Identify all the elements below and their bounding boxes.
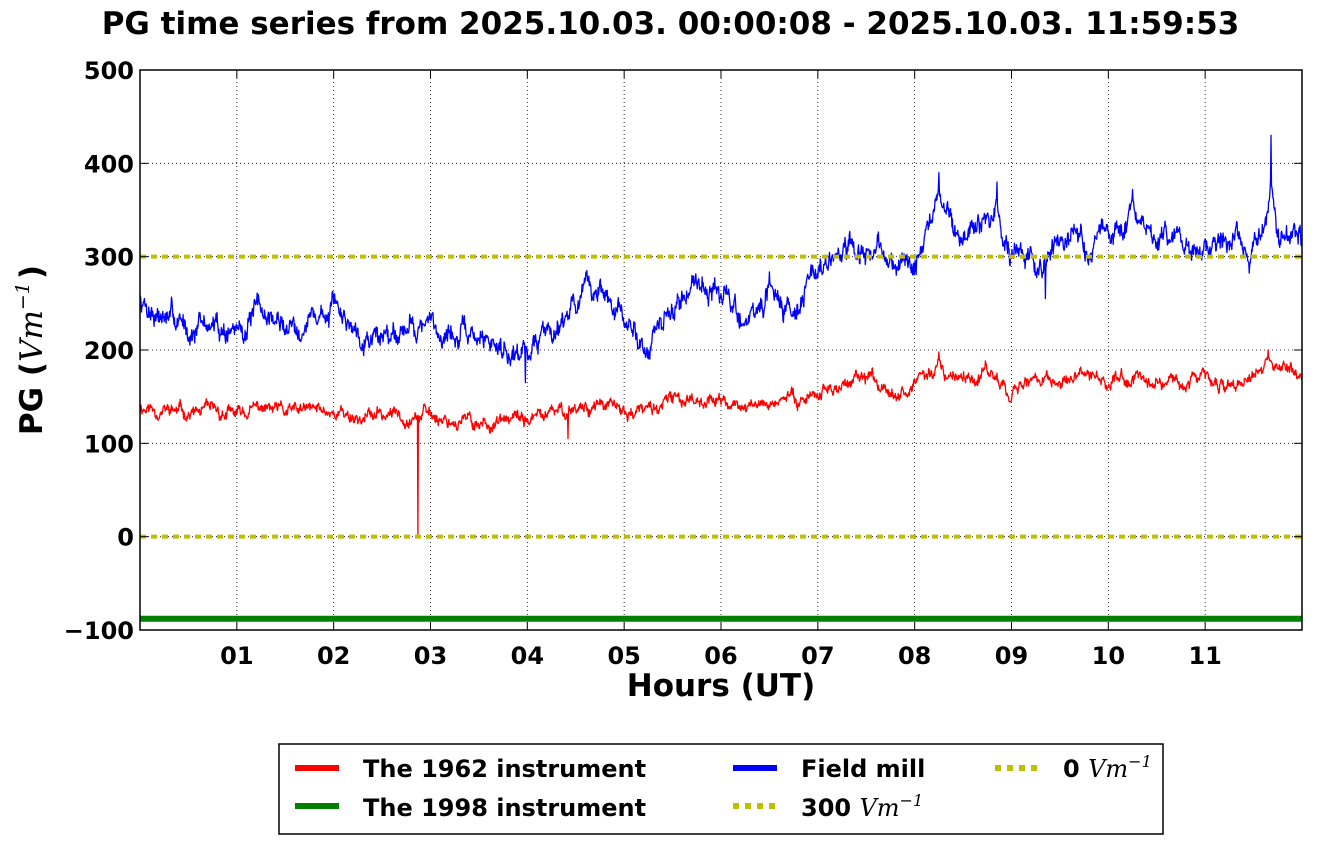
reference-lines xyxy=(140,254,1302,539)
ticks xyxy=(140,69,1302,631)
legend-label-1962: The 1962 instrument xyxy=(363,755,646,783)
legend-label-300-unit: Vm xyxy=(859,794,899,822)
grid xyxy=(140,70,1302,630)
x-tick-label: 03 xyxy=(414,642,447,670)
legend-label-300-exp: −1 xyxy=(900,791,924,810)
chart-title: PG time series from 2025.10.03. 00:00:08… xyxy=(101,6,1240,42)
series-line-field-mill xyxy=(140,134,1302,384)
y-tick-label: 400 xyxy=(84,150,134,178)
y-axis-title-suffix: ) xyxy=(14,265,50,279)
legend-label-300-value: 300 xyxy=(801,794,859,822)
x-tick-label: 09 xyxy=(995,642,1028,670)
x-tick-label: 05 xyxy=(607,642,640,670)
tick-labels: 01 02 03 04 05 06 07 08 09 10 11 −100 0 100 200 300 400 5… xyxy=(64,57,1222,670)
y-axis-title-prefix: PG ( xyxy=(14,362,50,435)
x-tick-label: 02 xyxy=(317,642,350,670)
x-tick-label: 07 xyxy=(801,642,834,670)
y-axis-title-exp: −1 xyxy=(12,282,34,310)
x-tick-label: 04 xyxy=(511,642,544,670)
y-tick-label: 500 xyxy=(84,57,134,85)
legend-label-field-mill: Field mill xyxy=(801,755,925,783)
legend-label-300: 300 Vm−1 xyxy=(801,791,923,822)
x-tick-label: 11 xyxy=(1188,642,1221,670)
y-tick-label: 200 xyxy=(84,337,134,365)
y-axis-title: PG (Vm−1) xyxy=(12,265,50,435)
y-tick-label: 100 xyxy=(84,430,134,458)
y-tick-label: −100 xyxy=(64,617,134,645)
legend-label-0-unit: Vm xyxy=(1088,755,1128,783)
legend-label-0-value: 0 xyxy=(1063,755,1088,783)
legend-label-0-exp: −1 xyxy=(1128,752,1152,771)
legend: The 1962 instrument The 1998 instrument … xyxy=(278,743,1164,835)
legend-label-1998: The 1998 instrument xyxy=(363,794,646,822)
series-line-the-1962-instrument xyxy=(140,349,1302,538)
legend-frame xyxy=(278,743,1164,835)
x-tick-label: 10 xyxy=(1092,642,1125,670)
x-tick-label: 08 xyxy=(898,642,931,670)
x-axis-title: Hours (UT) xyxy=(627,668,816,704)
y-axis-title-unit: Vm xyxy=(14,310,50,362)
y-tick-label: 0 xyxy=(117,524,134,552)
x-tick-label: 06 xyxy=(704,642,737,670)
series-layer xyxy=(140,134,1302,622)
y-tick-label: 300 xyxy=(84,244,134,272)
x-tick-label: 01 xyxy=(220,642,253,670)
legend-label-0: 0 Vm−1 xyxy=(1063,752,1152,783)
